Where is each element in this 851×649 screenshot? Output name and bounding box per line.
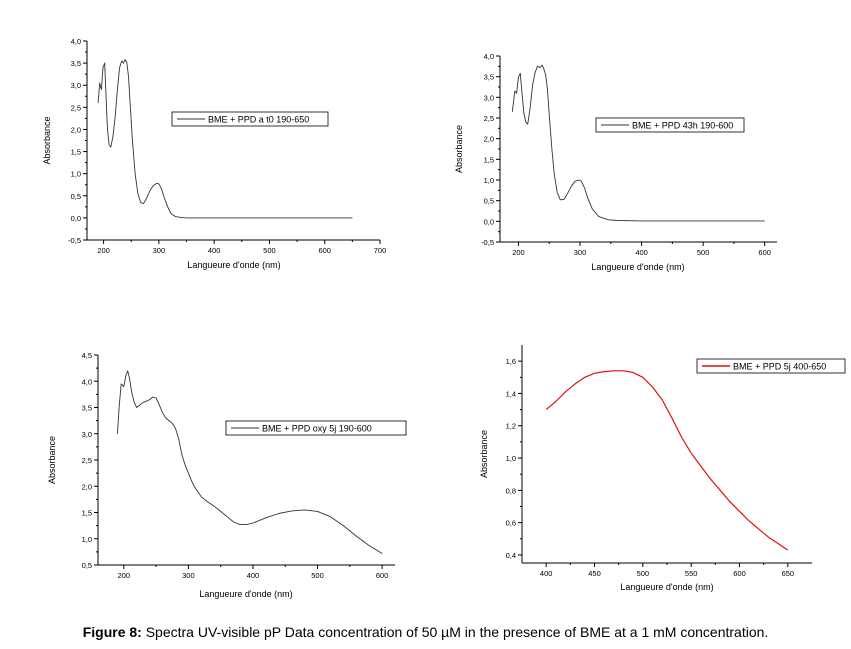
series-line (116, 370, 383, 554)
y-tick-label: 1,4 (506, 389, 516, 398)
x-tick-label: 550 (685, 569, 698, 578)
y-tick-label: 2,5 (71, 103, 81, 112)
chart-panel-2: -0,5 0,0 0,5 1,0 1,5 2,0 2,5 3,0 3,5 4,0 200 300 400… (454, 52, 777, 272)
x-axis-label: Langueure d'onde (nm) (199, 589, 292, 599)
legend: BME + PPD oxy 5j 190-600 (225, 420, 407, 436)
x-axis-label: Langueure d'onde (nm) (620, 582, 713, 592)
x-axis-label: Langueure d'onde (nm) (187, 260, 280, 270)
legend-box (225, 420, 407, 436)
y-tick-label: 1,0 (484, 176, 494, 185)
y-tick-label: 1,5 (71, 148, 81, 157)
y-tick-label: 1,6 (506, 357, 516, 366)
x-tick-label: 500 (697, 248, 710, 257)
y-tick-label: 4,0 (71, 37, 81, 46)
x-tick-label: 600 (758, 248, 771, 257)
y-axis-label: Absorbance (42, 116, 52, 164)
x-tick-label: 300 (182, 571, 195, 580)
x-tick-label: 200 (118, 571, 131, 580)
y-tick-label: 3,0 (82, 430, 92, 439)
x-tick-label: 500 (263, 246, 276, 255)
x-tick-label: 200 (97, 246, 110, 255)
y-tick-label: 3,5 (484, 73, 494, 82)
x-tick-label: 400 (540, 569, 553, 578)
legend-label: BME + PPD 5j 400-650 (733, 362, 826, 372)
series-line (97, 59, 353, 219)
y-tick-label: -0,5 (481, 238, 494, 247)
y-tick-label: 1,5 (484, 155, 494, 164)
y-tick-label: 2,0 (82, 482, 92, 491)
y-tick-label: 2,5 (484, 114, 494, 123)
x-tick-label: 400 (247, 571, 260, 580)
chart-panel-3: 0,5 1,0 1,5 2,0 2,5 3,0 3,5 4,0 4,5 200 300 400 500 6… (47, 351, 407, 599)
y-tick-label: 0,0 (71, 214, 81, 223)
x-tick-label: 450 (588, 569, 601, 578)
y-tick-label: 4,0 (82, 377, 92, 386)
x-tick-label: 300 (574, 248, 587, 257)
x-tick-label: 600 (376, 571, 389, 580)
series-line (545, 370, 789, 551)
x-tick-label: 300 (153, 246, 166, 255)
y-tick-label: 0,5 (82, 561, 92, 570)
y-tick-label: 1,0 (82, 535, 92, 544)
y-tick-label: 0,5 (71, 192, 81, 201)
y-tick-label: 0,8 (506, 486, 516, 495)
x-tick-label: 650 (782, 569, 795, 578)
legend-label: BME + PPD 43h 190-600 (632, 121, 733, 131)
y-tick-label: 1,0 (71, 170, 81, 179)
y-tick-label: 2,5 (82, 456, 92, 465)
x-tick-label: 500 (637, 569, 650, 578)
y-tick-label: 1,0 (506, 454, 516, 463)
legend-box (595, 117, 745, 133)
x-tick-label: 400 (635, 248, 648, 257)
y-tick-label: 3,0 (71, 81, 81, 90)
legend-label: BME + PPD oxy 5j 190-600 (262, 424, 372, 434)
y-tick-label: 0,6 (506, 519, 516, 528)
y-tick-label: 0,5 (484, 197, 494, 206)
y-axis-label: Absorbance (454, 125, 464, 173)
y-tick-label: 3,0 (484, 93, 494, 102)
y-tick-label: 1,2 (506, 422, 516, 431)
caption-label: Figure 8: (82, 624, 142, 640)
y-axis-label: Absorbance (47, 436, 57, 484)
legend: BME + PPD 5j 400-650 (696, 358, 846, 374)
y-tick-label: 2,0 (71, 125, 81, 134)
x-tick-label: 400 (208, 246, 221, 255)
y-tick-label: 2,0 (484, 135, 494, 144)
legend-box (171, 111, 329, 127)
y-tick-label: 0,4 (506, 551, 516, 560)
y-tick-label: 3,5 (82, 404, 92, 413)
caption-text: Spectra UV-visible pP Data concentration… (145, 624, 769, 640)
x-axis-label: Langueure d'onde (nm) (591, 262, 684, 272)
y-tick-label: 1,5 (82, 509, 92, 518)
chart-panel-1: -0,5 0,0 0,5 1,0 1,5 2,0 2,5 3,0 3,5 4,0 200 300 400… (42, 37, 386, 270)
x-tick-label: 600 (733, 569, 746, 578)
x-tick-label: 200 (512, 248, 525, 257)
y-tick-label: 4,0 (484, 52, 494, 61)
x-tick-label: 700 (374, 246, 387, 255)
figure-caption: Figure 8: Spectra UV-visible pP Data con… (0, 624, 851, 640)
chart-panel-4: 0,4 0,6 0,8 1,0 1,2 1,4 1,6 400 450 500 550 600 650 L… (479, 345, 846, 592)
series-line (511, 64, 765, 222)
legend: BME + PPD a t0 190-650 (171, 111, 329, 127)
y-tick-label: -0,5 (68, 236, 81, 245)
legend-box (696, 358, 846, 374)
y-tick-label: 3,5 (71, 59, 81, 68)
y-axis-label: Absorbance (479, 430, 489, 478)
y-tick-label: 0,0 (484, 217, 494, 226)
legend: BME + PPD 43h 190-600 (595, 117, 745, 133)
x-tick-label: 600 (318, 246, 331, 255)
legend-label: BME + PPD a t0 190-650 (208, 115, 309, 125)
y-tick-label: 4,5 (82, 351, 92, 360)
x-tick-label: 500 (311, 571, 324, 580)
